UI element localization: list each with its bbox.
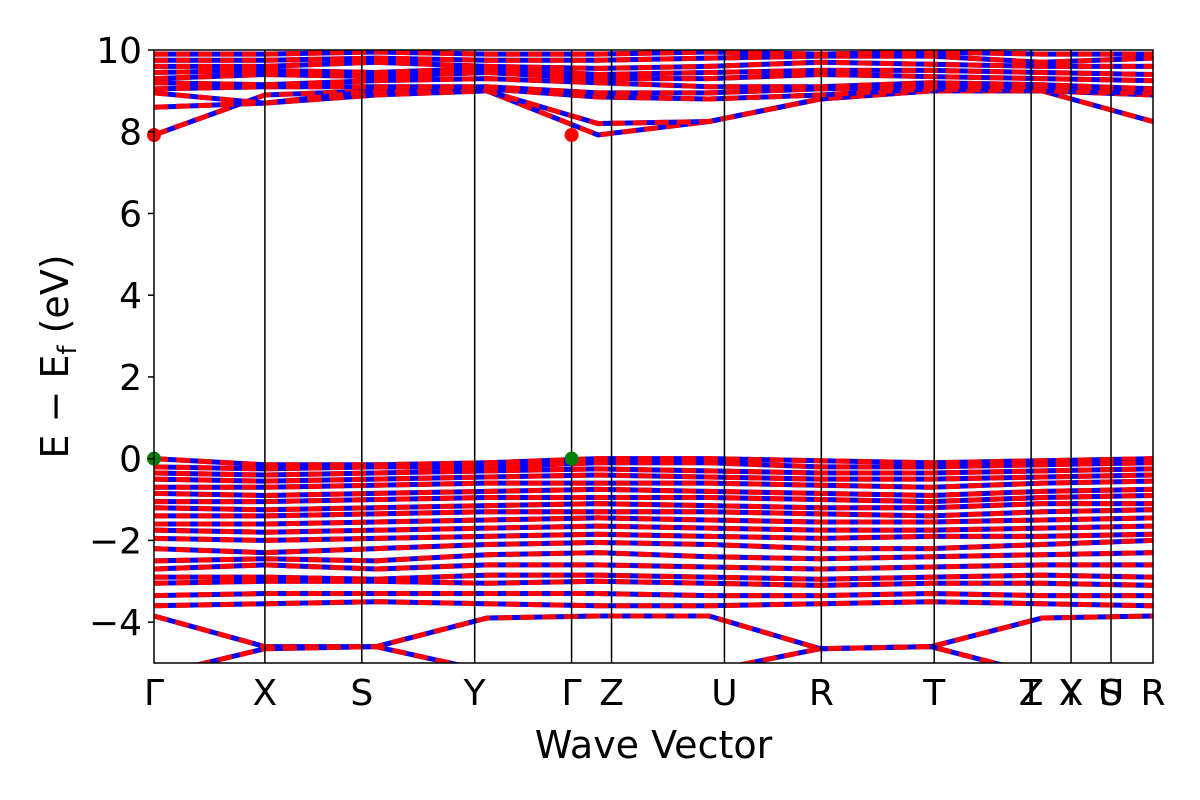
plot-frame (153, 49, 1154, 664)
cbm-marker-1 (564, 128, 579, 143)
x-tick-label-1: X (253, 673, 278, 714)
conduction-band-3-spin-down (154, 84, 1153, 96)
y-tick-label: 8 (119, 113, 142, 154)
low-band-1-spin-up (194, 644, 1005, 663)
y-tick-label: 0 (119, 440, 142, 481)
y-tick-label: 4 (119, 276, 142, 317)
valence-band-8-spin-down (154, 507, 1153, 519)
conduction-band-2-spin-down (154, 86, 1153, 106)
valence-band-3-spin-down (154, 472, 1153, 484)
low-band-1-spin-down (194, 644, 1005, 663)
x-tick-label-5: Z (599, 673, 624, 714)
x-tick-label-3: Y (463, 673, 487, 714)
valence-band-18-spin-down (154, 599, 1153, 609)
x-tick-label-2: S (350, 673, 373, 714)
x-tick-label-15: R (1140, 673, 1165, 714)
valence-band-4-spin-down (154, 478, 1153, 490)
valence-band-13-spin-down (154, 550, 1153, 564)
y-tick-label: −2 (89, 521, 142, 562)
conduction-band-4-spin-down (154, 76, 1153, 92)
conduction-band-6-spin-down (154, 65, 1153, 78)
valence-band-11-spin-down (154, 531, 1153, 543)
valence-band-10-spin-down (154, 523, 1153, 535)
x-tick-label-14: S (1100, 673, 1123, 714)
y-tick-label: 6 (119, 194, 142, 235)
x-tick-label-8: T (922, 673, 946, 714)
low-band-0-spin-up (154, 613, 1153, 652)
x-tick-label-13: U (1098, 673, 1124, 714)
valence-band-2-spin-down (154, 466, 1153, 478)
x-axis-label: Wave Vector (535, 723, 773, 767)
vbm-marker-1 (564, 451, 579, 466)
y-tick-label: 2 (119, 358, 142, 399)
high-symmetry-lines (264, 50, 1112, 663)
x-axis-ticks: Γ X S Y Γ Z U R T ZT YX US R (144, 673, 1166, 714)
x-tick-label-7: R (809, 673, 834, 714)
x-tick-label-6: U (711, 673, 737, 714)
y-tick-label: −4 (89, 603, 142, 644)
valence-band-15-spin-down (154, 572, 1153, 582)
y-axis-label: E − Ef (eV) (33, 254, 83, 458)
valence-band-9-spin-down (154, 515, 1153, 527)
x-tick-label-11: Y (1059, 673, 1083, 714)
valence-band-16-spin-down (154, 578, 1153, 588)
valence-band-7-spin-down (154, 501, 1153, 513)
y-tick-label: 10 (96, 31, 142, 72)
x-tick-label-10: T (1019, 673, 1043, 714)
y-axis-ticks: −4 −2 0 2 4 6 8 10 (89, 31, 154, 644)
valence-band-5-spin-down (154, 486, 1153, 498)
conduction-band-5-spin-down (154, 69, 1153, 84)
conduction-band-8-spin-down (154, 53, 1153, 65)
valence-band-12-spin-down (154, 537, 1153, 556)
x-tick-label-4: Γ (562, 673, 582, 714)
x-tick-label-12: X (1059, 673, 1084, 714)
x-tick-label-0: Γ (144, 673, 164, 714)
valence-band-6-spin-down (154, 492, 1153, 505)
x-tick-label-9: Z (1019, 673, 1044, 714)
conduction-band-9-spin-down (154, 50, 1153, 57)
valence-band-14-spin-down (154, 562, 1153, 572)
band-edge-markers (147, 128, 579, 466)
low-band-0-spin-down (154, 613, 1153, 652)
y-axis-label-main: E − E (33, 355, 77, 459)
y-axis-label-sub: f (53, 345, 83, 355)
y-axis-label-unit: (eV) (33, 254, 77, 345)
valence-band-0-spin-down (154, 456, 1153, 468)
valence-band-1-spin-down (154, 460, 1153, 472)
conduction-band-0-spin-down (154, 88, 1153, 138)
valence-band-17-spin-down (154, 591, 1153, 599)
conduction-band-7-spin-down (154, 59, 1153, 71)
plot-area (154, 50, 1153, 663)
